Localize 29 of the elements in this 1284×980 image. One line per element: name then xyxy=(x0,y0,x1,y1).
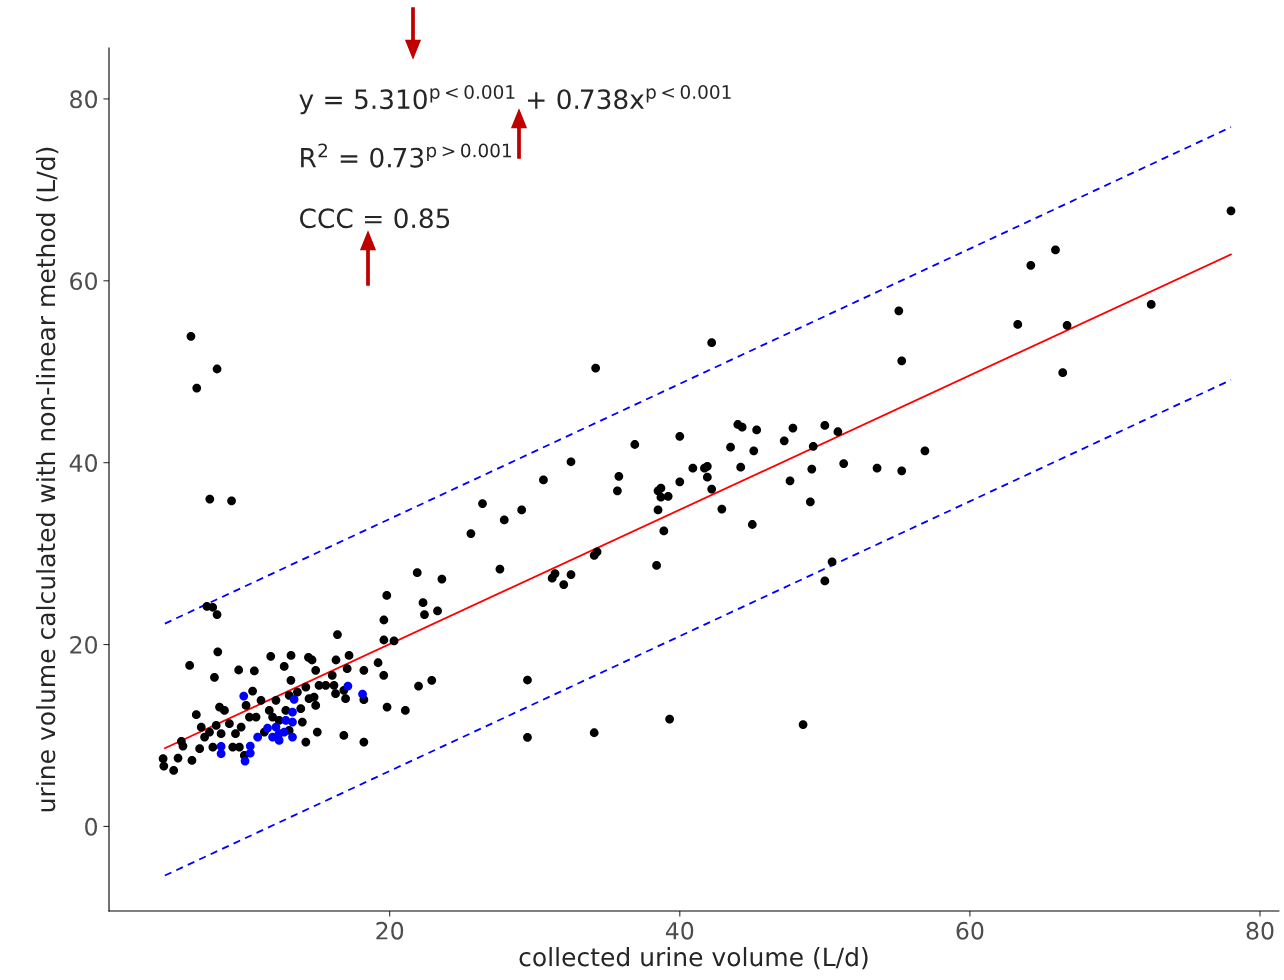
x-tick-label: 40 xyxy=(665,921,694,940)
annotation: CCC = 0.85 xyxy=(300,208,450,229)
point xyxy=(240,756,250,766)
x-tick-label: 80 xyxy=(1246,921,1274,940)
point xyxy=(239,691,249,701)
y-tick-label: 80 xyxy=(70,90,98,109)
point xyxy=(245,748,255,758)
point xyxy=(274,736,284,745)
point xyxy=(343,681,353,691)
point xyxy=(288,707,297,717)
x-tick-label: 60 xyxy=(956,921,984,940)
y-tick-label: 40 xyxy=(69,454,98,472)
point xyxy=(288,717,297,727)
y-axis-title: urine volume calculated with non-linear method (L/d) xyxy=(36,147,59,812)
point xyxy=(279,727,289,737)
annotation: y = 5.310$^{p<0.001}$ + 0.738x$^{p<0.001}$ xyxy=(299,85,731,115)
point xyxy=(216,749,226,759)
point xyxy=(268,732,278,742)
y-tick-label: 60 xyxy=(70,272,98,291)
point xyxy=(358,689,367,699)
y-tick-label: 20 xyxy=(70,636,98,654)
point xyxy=(289,694,299,704)
point xyxy=(253,732,263,742)
point xyxy=(288,732,297,742)
annotation: R$^{2}$ = 0.73$^{p>0.001}$ xyxy=(301,143,512,168)
x-tick-label: 20 xyxy=(376,921,404,940)
x-axis-title: collected urine volume (L/d) xyxy=(519,947,868,970)
point xyxy=(263,723,272,733)
y-tick-label: 0 xyxy=(85,817,98,836)
